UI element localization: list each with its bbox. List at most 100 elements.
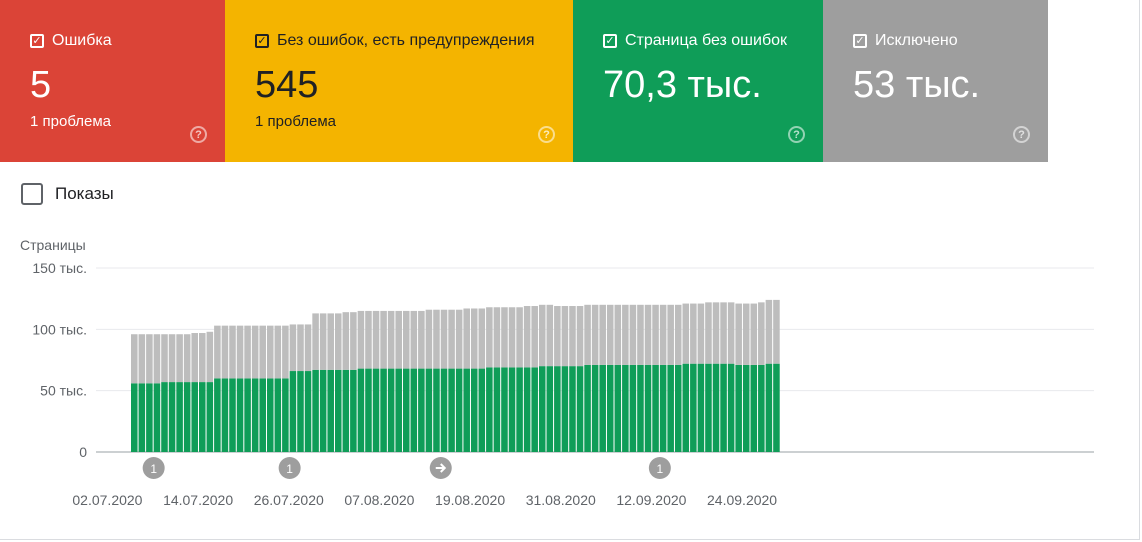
bar-excluded (395, 310, 402, 369)
card-error-label: Ошибка (52, 32, 112, 49)
bar-valid (599, 364, 606, 452)
bar-excluded (342, 312, 350, 370)
bar-excluded (448, 309, 455, 369)
bar-excluded (191, 333, 198, 383)
bar-valid (554, 366, 561, 452)
x-tick-label: 24.09.2020 (707, 492, 777, 508)
bar-excluded (742, 303, 750, 365)
bar-excluded (357, 310, 365, 369)
bar-valid (199, 382, 206, 452)
bar-excluded (266, 325, 274, 379)
checkbox-unchecked-icon[interactable] (21, 183, 43, 205)
impressions-toggle[interactable]: Показы (21, 183, 114, 205)
bar-excluded (705, 302, 712, 364)
bar-excluded (501, 307, 508, 368)
card-excluded-label: Исключено (875, 32, 958, 49)
annotation-label: 1 (150, 462, 157, 476)
bar-excluded (629, 304, 637, 365)
bar-valid (387, 368, 395, 452)
bar-excluded (236, 325, 244, 379)
bar-excluded (531, 306, 538, 368)
card-warning-sub: 1 проблема (255, 113, 336, 130)
help-icon[interactable]: ? (1013, 126, 1030, 143)
bar-valid (516, 367, 523, 452)
x-tick-label: 14.07.2020 (163, 492, 233, 508)
bar-valid (712, 363, 720, 452)
checkbox-checked-icon[interactable]: ✓ (255, 34, 269, 48)
bar-valid (644, 364, 652, 452)
annotation-marker (142, 457, 165, 479)
bar-valid (697, 363, 705, 452)
bar-valid (720, 363, 727, 452)
bar-valid (576, 366, 584, 452)
bar-excluded (312, 313, 319, 370)
bar-valid (176, 382, 183, 452)
bar-valid (350, 369, 357, 452)
bar-valid (395, 368, 402, 452)
bar-valid (629, 364, 637, 452)
bar-excluded (153, 334, 161, 384)
bar-valid (448, 368, 455, 452)
card-valid[interactable]: ✓ Страница без ошибок 70,3 тыс. ? (573, 0, 823, 162)
bar-valid (433, 368, 440, 452)
bar-excluded (591, 304, 599, 365)
bar-valid (463, 368, 470, 452)
card-warning[interactable]: ✓ Без ошибок, есть предупреждения 545 1 … (225, 0, 573, 162)
card-excluded[interactable]: ✓ Исключено 53 тыс. ? (823, 0, 1048, 162)
checkbox-checked-icon[interactable]: ✓ (30, 34, 44, 48)
bar-valid (402, 368, 410, 452)
bar-valid (153, 383, 161, 452)
bar-valid (259, 378, 266, 452)
card-error[interactable]: ✓ Ошибка 5 1 проблема ? (0, 0, 225, 162)
bar-valid (274, 378, 282, 452)
bar-valid (569, 366, 576, 452)
bar-excluded (758, 302, 765, 365)
bar-excluded (251, 325, 259, 379)
bar-valid (244, 378, 251, 452)
bar-excluded (644, 304, 652, 365)
bar-excluded (516, 307, 523, 368)
bar-valid (214, 378, 221, 452)
bar-valid (206, 382, 214, 452)
x-tick-label: 31.08.2020 (526, 492, 596, 508)
bar-valid (146, 383, 153, 452)
bar-valid (735, 364, 742, 452)
help-icon[interactable]: ? (538, 126, 555, 143)
y-tick-label: 0 (79, 444, 87, 460)
bar-excluded (697, 303, 705, 364)
bar-valid (765, 363, 773, 452)
bar-excluded (463, 308, 470, 369)
card-valid-label: Страница без ошибок (625, 32, 788, 49)
bar-valid (622, 364, 629, 452)
bar-excluded (478, 308, 486, 369)
y-tick-label: 50 тыс. (40, 383, 87, 399)
bar-valid (365, 368, 372, 452)
bar-excluded (667, 304, 674, 365)
bar-valid (470, 368, 478, 452)
arrow-right-icon (435, 463, 447, 473)
bar-excluded (561, 306, 569, 367)
help-icon[interactable]: ? (788, 126, 805, 143)
bar-valid (191, 382, 198, 452)
bar-valid (478, 368, 486, 452)
help-icon[interactable]: ? (190, 126, 207, 143)
bar-excluded (674, 304, 682, 365)
bar-excluded (727, 302, 735, 364)
bar-valid (674, 364, 682, 452)
checkbox-checked-icon[interactable]: ✓ (603, 34, 617, 48)
bar-valid (614, 364, 622, 452)
bar-valid (334, 369, 342, 452)
bar-excluded (229, 325, 236, 379)
bar-valid (319, 369, 327, 452)
x-tick-label: 12.09.2020 (616, 492, 686, 508)
bar-valid (425, 368, 433, 452)
card-error-sub: 1 проблема (30, 113, 111, 130)
bar-excluded (183, 334, 191, 383)
checkbox-checked-icon[interactable]: ✓ (853, 34, 867, 48)
bar-excluded (304, 324, 312, 372)
bar-valid (546, 366, 554, 452)
bar-excluded (584, 304, 591, 365)
impressions-label: Показы (55, 184, 114, 203)
bar-valid (773, 363, 780, 452)
